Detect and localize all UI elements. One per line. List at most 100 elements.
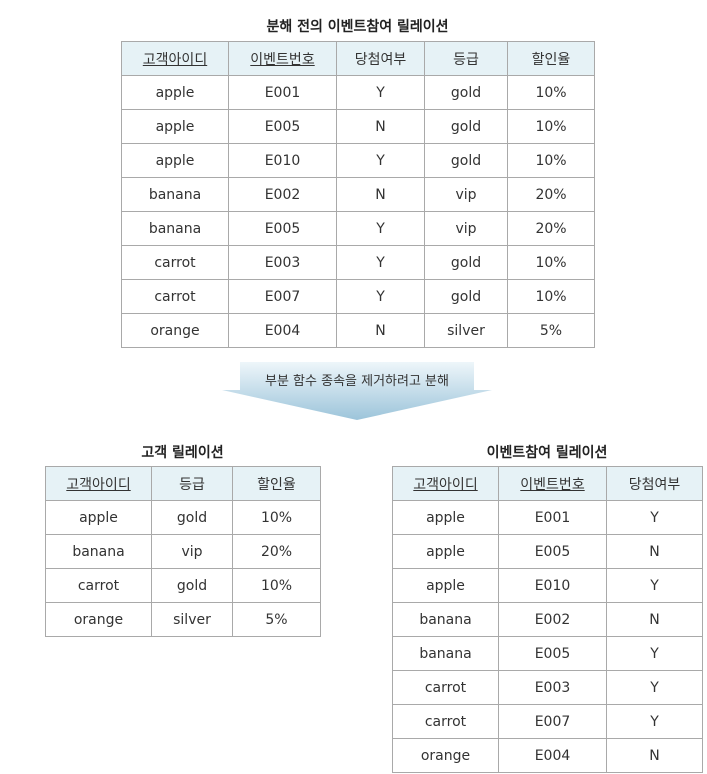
table-cell: E005 [228, 211, 337, 246]
column-label: 당첨여부 [354, 51, 407, 68]
column-header: 할인율 [232, 466, 321, 501]
table-cell: N [336, 313, 425, 348]
table-cell: silver [151, 602, 233, 637]
table-cell: vip [151, 534, 233, 569]
table-cell: N [336, 177, 425, 212]
table-cell: E004 [228, 313, 337, 348]
table-cell: Y [336, 279, 425, 314]
table-cell: Y [336, 245, 425, 280]
table-cell: carrot [392, 670, 499, 705]
table-row: apple gold 10% [45, 500, 321, 535]
column-header: 고객아이디 [121, 41, 229, 76]
table-cell: orange [121, 313, 229, 348]
table-cell: banana [121, 177, 229, 212]
table-cell: gold [151, 500, 233, 535]
table-row: orange silver 5% [45, 602, 321, 637]
column-header: 등급 [151, 466, 233, 501]
table-cell: gold [424, 109, 508, 144]
table-cell: 10% [507, 109, 595, 144]
table-cell: E007 [228, 279, 337, 314]
column-label: 등급 [179, 476, 205, 493]
table-cell: 10% [507, 245, 595, 280]
table-cell: E003 [228, 245, 337, 280]
table-row: banana E005 Y [392, 636, 703, 671]
table-cell: banana [45, 534, 152, 569]
table-cell: orange [45, 602, 152, 637]
table-cell: apple [121, 109, 229, 144]
table-cell: carrot [121, 245, 229, 280]
table-cell: apple [121, 143, 229, 178]
table-cell: gold [424, 75, 508, 110]
table-cell: vip [424, 177, 508, 212]
table-cell: Y [606, 670, 703, 705]
table-cell: banana [392, 602, 499, 637]
table-cell: Y [336, 211, 425, 246]
decomposition-arrow-icon [222, 362, 492, 420]
primary-key-label: 이벤트번호 [250, 51, 315, 68]
table-cell: E010 [228, 143, 337, 178]
table-row: apple E001 Y [392, 500, 703, 535]
table-cell: banana [121, 211, 229, 246]
table-cell: Y [336, 143, 425, 178]
table-cell: N [606, 534, 703, 569]
table-cell: orange [392, 738, 499, 773]
table-cell: E005 [228, 109, 337, 144]
table-cell: N [606, 602, 703, 637]
table-cell: banana [392, 636, 499, 671]
column-header: 이벤트번호 [228, 41, 337, 76]
table-cell: Y [606, 568, 703, 603]
table-cell: E003 [498, 670, 607, 705]
column-header: 고객아이디 [392, 466, 499, 501]
table-row: apple E010 Y [392, 568, 703, 603]
customer-relation-table: 고객아이디 등급 할인율 apple gold 10% banana vip 20% carrot… [45, 466, 321, 637]
column-header: 이벤트번호 [498, 466, 607, 501]
table-row: carrot gold 10% [45, 568, 321, 603]
table-cell: E005 [498, 534, 607, 569]
table-cell: 5% [507, 313, 595, 348]
table-cell: E005 [498, 636, 607, 671]
table-cell: Y [336, 75, 425, 110]
table-cell: 10% [232, 568, 321, 603]
column-header: 등급 [424, 41, 508, 76]
decomposition-arrow-label: 부분 함수 종속을 제거하려고 분해 [265, 374, 449, 389]
table-cell: Y [606, 636, 703, 671]
table-cell: apple [45, 500, 152, 535]
table-cell: silver [424, 313, 508, 348]
table-cell: gold [424, 279, 508, 314]
table-cell: 5% [232, 602, 321, 637]
customer-relation-caption: 고객 릴레이션 [141, 445, 224, 461]
table-cell: E002 [228, 177, 337, 212]
table-header-row: 고객아이디 등급 할인율 [45, 466, 321, 501]
table-cell: apple [392, 534, 499, 569]
table-cell: apple [392, 568, 499, 603]
table-cell: 10% [232, 500, 321, 535]
column-header: 할인율 [507, 41, 595, 76]
table-cell: apple [392, 500, 499, 535]
table-cell: E010 [498, 568, 607, 603]
table-row: orange E004 N [392, 738, 703, 773]
table-row: carrot E007 Y [392, 704, 703, 739]
primary-key-label: 고객아이디 [142, 51, 208, 68]
table-row: banana vip 20% [45, 534, 321, 569]
table-cell: 20% [507, 177, 595, 212]
table-row: banana E002 N [392, 602, 703, 637]
table-cell: E007 [498, 704, 607, 739]
table-row: apple E005 N [392, 534, 703, 569]
table-cell: gold [151, 568, 233, 603]
column-label: 당첨여부 [628, 476, 681, 493]
table-cell: carrot [45, 568, 152, 603]
column-header: 당첨여부 [606, 466, 703, 501]
table-cell: 10% [507, 143, 595, 178]
table-cell: N [606, 738, 703, 773]
column-header: 당첨여부 [336, 41, 425, 76]
table-cell: carrot [121, 279, 229, 314]
